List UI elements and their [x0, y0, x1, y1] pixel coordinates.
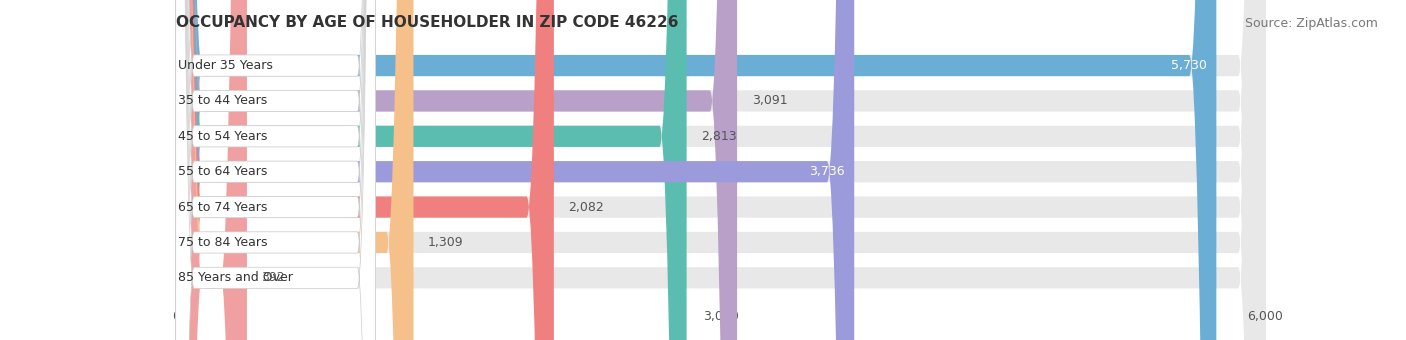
- FancyBboxPatch shape: [176, 0, 375, 340]
- FancyBboxPatch shape: [176, 0, 375, 340]
- FancyBboxPatch shape: [176, 0, 1216, 340]
- FancyBboxPatch shape: [176, 0, 375, 340]
- FancyBboxPatch shape: [176, 0, 247, 340]
- Text: Source: ZipAtlas.com: Source: ZipAtlas.com: [1244, 17, 1378, 30]
- Text: 35 to 44 Years: 35 to 44 Years: [177, 95, 267, 107]
- FancyBboxPatch shape: [176, 0, 1265, 340]
- Text: 2,813: 2,813: [702, 130, 737, 143]
- Text: 1,309: 1,309: [427, 236, 464, 249]
- Text: 3,091: 3,091: [752, 95, 787, 107]
- Text: 75 to 84 Years: 75 to 84 Years: [177, 236, 267, 249]
- Text: OCCUPANCY BY AGE OF HOUSEHOLDER IN ZIP CODE 46226: OCCUPANCY BY AGE OF HOUSEHOLDER IN ZIP C…: [176, 15, 678, 30]
- FancyBboxPatch shape: [176, 0, 1265, 340]
- FancyBboxPatch shape: [176, 0, 375, 340]
- FancyBboxPatch shape: [176, 0, 554, 340]
- FancyBboxPatch shape: [176, 0, 1265, 340]
- Text: 3,736: 3,736: [810, 165, 845, 178]
- FancyBboxPatch shape: [176, 0, 1265, 340]
- Text: 392: 392: [262, 271, 285, 284]
- FancyBboxPatch shape: [176, 0, 737, 340]
- FancyBboxPatch shape: [176, 0, 1265, 340]
- FancyBboxPatch shape: [176, 0, 375, 340]
- FancyBboxPatch shape: [176, 0, 686, 340]
- Text: 5,730: 5,730: [1171, 59, 1208, 72]
- Text: 2,082: 2,082: [568, 201, 605, 214]
- FancyBboxPatch shape: [176, 0, 1265, 340]
- FancyBboxPatch shape: [176, 0, 1265, 340]
- Text: 65 to 74 Years: 65 to 74 Years: [177, 201, 267, 214]
- FancyBboxPatch shape: [176, 0, 375, 340]
- FancyBboxPatch shape: [176, 0, 375, 340]
- FancyBboxPatch shape: [176, 0, 413, 340]
- Text: 85 Years and Over: 85 Years and Over: [177, 271, 292, 284]
- FancyBboxPatch shape: [176, 0, 855, 340]
- Text: 45 to 54 Years: 45 to 54 Years: [177, 130, 267, 143]
- Text: Under 35 Years: Under 35 Years: [177, 59, 273, 72]
- Text: 55 to 64 Years: 55 to 64 Years: [177, 165, 267, 178]
